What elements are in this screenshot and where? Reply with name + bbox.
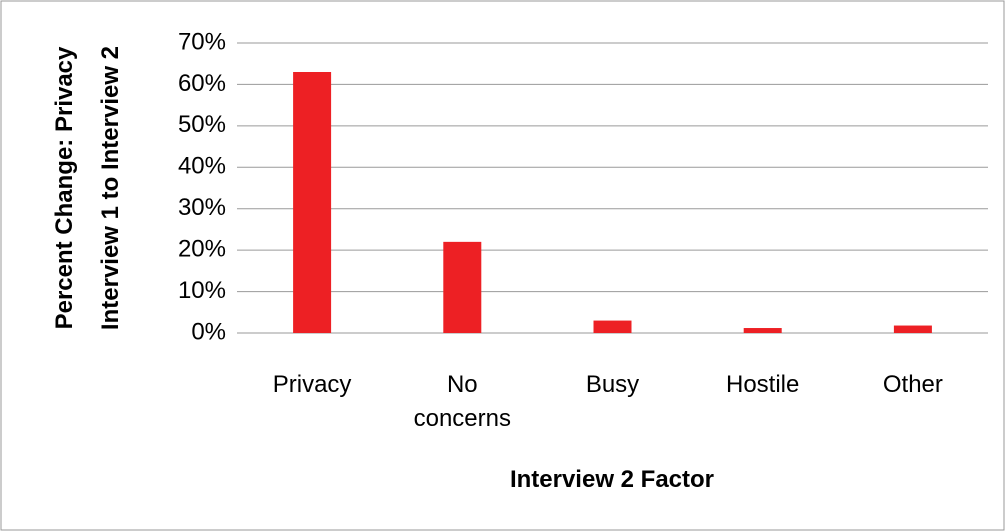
x-tick-label: No concerns bbox=[413, 371, 511, 432]
y-tick-label: 70% bbox=[178, 28, 226, 55]
x-axis-title: Interview 2 Factor bbox=[509, 466, 715, 493]
x-tick-label: Other bbox=[882, 371, 943, 398]
y-tick-label: 30% bbox=[178, 194, 226, 221]
bar bbox=[743, 328, 782, 333]
y-tick-label: 60% bbox=[178, 70, 226, 97]
y-tick-label: 50% bbox=[178, 111, 226, 138]
bar bbox=[443, 241, 482, 333]
y-axis-title: Percent Change: Privacy Interview 1 to I… bbox=[51, 45, 124, 331]
y-tick-label: 10% bbox=[178, 277, 226, 304]
y-tick-label: 0% bbox=[191, 318, 226, 345]
x-tick-label: Privacy bbox=[272, 371, 352, 398]
bar bbox=[293, 72, 332, 333]
bar bbox=[593, 320, 632, 333]
y-tick-label: 40% bbox=[178, 153, 226, 180]
y-tick-label: 20% bbox=[178, 235, 226, 262]
x-tick-label: Hostile bbox=[726, 371, 800, 398]
x-tick-label: Busy bbox=[585, 371, 640, 398]
bar bbox=[893, 325, 932, 333]
